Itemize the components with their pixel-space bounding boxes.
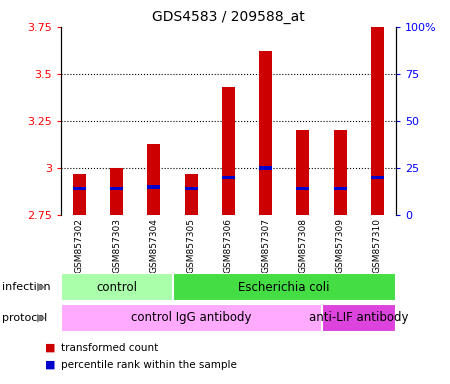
Bar [61,273,172,301]
Bar [371,176,384,179]
Text: ■: ■ [45,360,55,370]
Text: GSM857310: GSM857310 [373,218,382,273]
Bar [333,130,346,215]
Text: ▶: ▶ [37,313,45,323]
Text: ■: ■ [45,343,55,353]
Text: GSM857305: GSM857305 [187,218,196,273]
Bar [73,187,86,190]
Text: control IgG antibody: control IgG antibody [131,311,252,324]
Bar [61,304,321,331]
Bar [172,273,396,301]
Text: Escherichia coli: Escherichia coli [238,281,330,293]
Bar [333,187,346,190]
Text: percentile rank within the sample: percentile rank within the sample [61,360,237,370]
Text: infection: infection [2,282,51,292]
Bar [321,304,396,331]
Text: GSM857306: GSM857306 [224,218,233,273]
Text: GSM857304: GSM857304 [149,218,158,273]
Text: GSM857303: GSM857303 [112,218,121,273]
Text: anti-LIF antibody: anti-LIF antibody [309,311,409,324]
Bar [73,174,86,215]
Bar [147,185,160,189]
Text: protocol: protocol [2,313,48,323]
Title: GDS4583 / 209588_at: GDS4583 / 209588_at [152,10,305,25]
Text: GSM857309: GSM857309 [336,218,345,273]
Bar [259,51,272,215]
Text: transformed count: transformed count [61,343,158,353]
Bar [297,187,310,190]
Bar [147,144,160,215]
Bar [259,166,272,170]
Bar [110,168,123,215]
Bar [222,176,235,179]
Bar [222,87,235,215]
Text: ▶: ▶ [37,282,45,292]
Bar [297,130,310,215]
Text: GSM857307: GSM857307 [261,218,270,273]
Text: GSM857302: GSM857302 [75,218,84,273]
Bar [184,187,198,190]
Text: control: control [96,281,137,293]
Bar [371,27,384,215]
Bar [184,174,198,215]
Bar [110,187,123,190]
Text: GSM857308: GSM857308 [298,218,307,273]
